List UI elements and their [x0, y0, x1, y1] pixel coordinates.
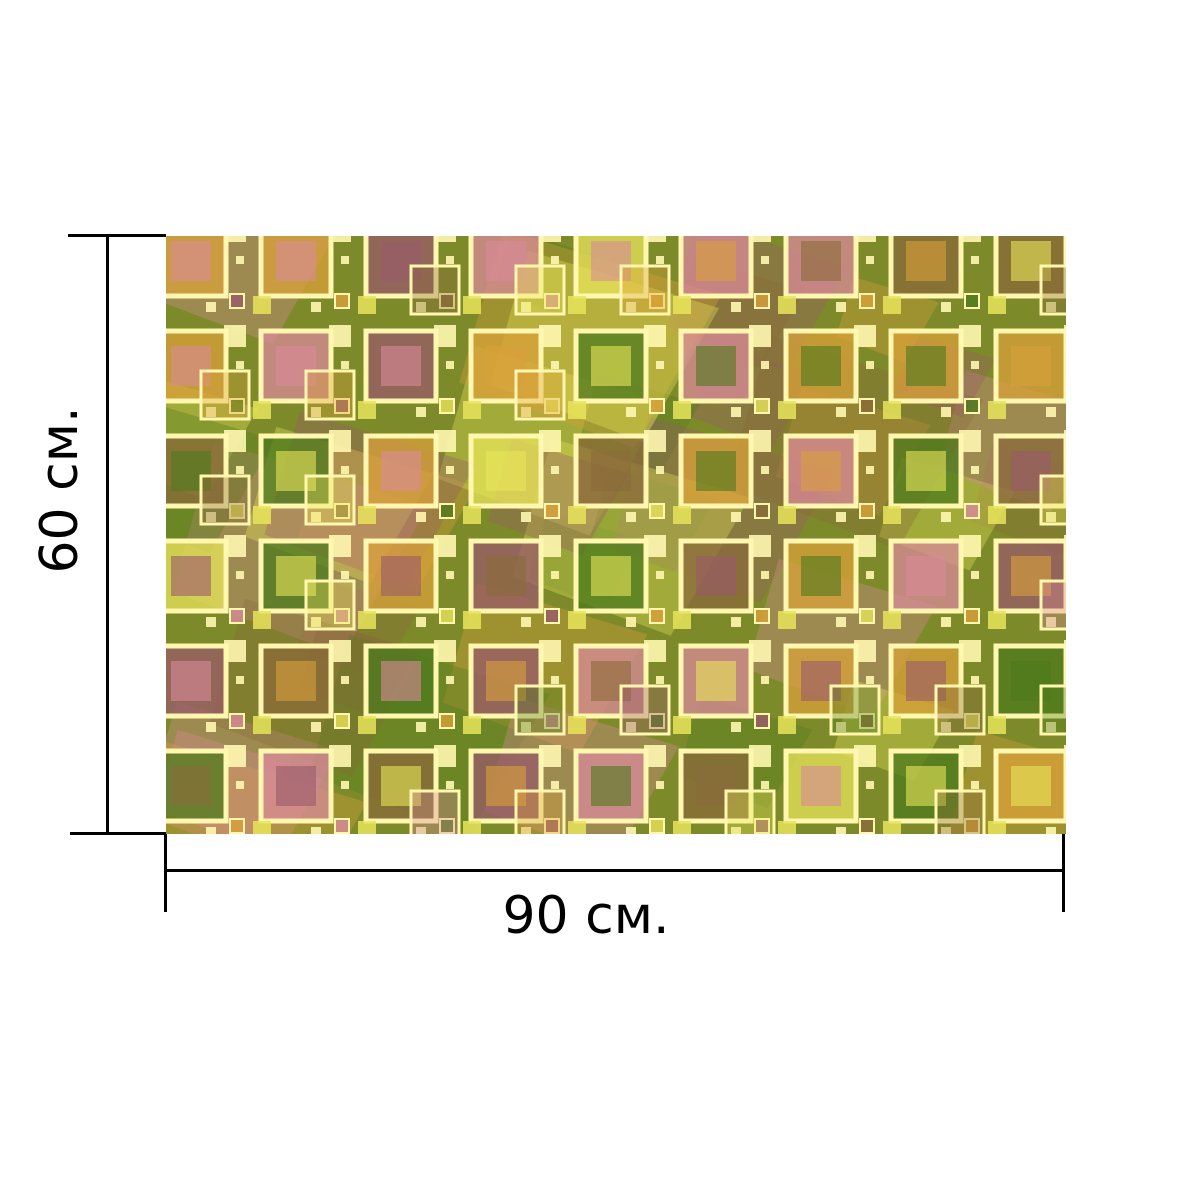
- height-dimension-line: [106, 236, 109, 834]
- width-left-tick: [164, 834, 167, 912]
- height-bottom-tick: [70, 832, 166, 835]
- fabric-pattern-image: [166, 236, 1066, 834]
- height-top-tick: [68, 234, 166, 237]
- width-right-tick: [1062, 834, 1065, 912]
- geometric-squares-pattern: [166, 236, 1066, 834]
- width-dimension-line: [166, 869, 1064, 872]
- height-label: 60 см.: [30, 406, 90, 574]
- width-label: 90 см.: [502, 886, 670, 946]
